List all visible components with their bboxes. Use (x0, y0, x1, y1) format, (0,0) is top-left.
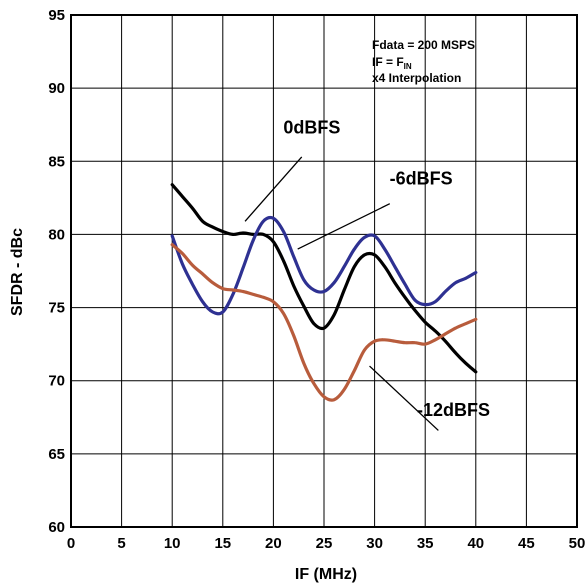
x-tick-label: 10 (164, 535, 181, 552)
x-tick-label: 45 (518, 535, 535, 552)
leader-line-3 (369, 365, 439, 431)
conditions-annotation: Fdata = 200 MSPS IF = FIN x4 Interpolati… (372, 38, 475, 85)
x-axis-title: IF (MHz) (295, 566, 357, 583)
label-leaders (244, 156, 439, 431)
annotation-line-1: Fdata = 200 MSPS (372, 38, 475, 52)
plot-frame (70, 14, 578, 528)
x-tick-label: 35 (417, 535, 434, 552)
y-tick-label: 90 (48, 80, 65, 97)
annotation-line-2-main: IF = F (372, 55, 404, 69)
y-tick-label: 65 (48, 446, 65, 463)
y-tick-label: 70 (48, 373, 65, 390)
leader-line-1 (244, 156, 303, 222)
y-tick-labels: 60 65 70 75 80 85 90 95 (48, 7, 65, 536)
curve-labels: 0dBFS -6dBFS -12dBFS (283, 117, 490, 419)
leader-line-2 (297, 203, 391, 250)
y-tick-label: 60 (48, 519, 65, 536)
x-tick-label: 40 (467, 535, 484, 552)
y-tick-label: 85 (48, 153, 65, 170)
x-tick-labels: 0 5 10 15 20 25 30 35 40 45 50 (67, 535, 586, 552)
x-tick-label: 30 (366, 535, 383, 552)
y-axis-title: SFDR - dBc (9, 228, 26, 316)
y-tick-label: 80 (48, 226, 65, 243)
x-tick-label: 5 (117, 535, 125, 552)
curve-label-1: 0dBFS (283, 117, 340, 137)
series-line-2 (170, 215, 478, 316)
x-tick-label: 15 (214, 535, 231, 552)
curve-label-3: -12dBFS (417, 400, 490, 420)
x-tick-label: 0 (67, 535, 75, 552)
x-tick-label: 50 (569, 535, 586, 552)
annotation-line-3: x4 Interpolation (372, 71, 461, 85)
annotation-line-2-subscript: IN (404, 62, 412, 71)
series-curves (170, 183, 478, 402)
series-line-1 (170, 183, 478, 374)
curve-label-2: -6dBFS (390, 169, 453, 189)
x-tick-label: 20 (265, 535, 282, 552)
y-tick-label: 75 (48, 300, 65, 317)
series-line-3 (170, 243, 478, 402)
y-tick-label: 95 (48, 7, 65, 24)
grid-lines (70, 14, 578, 528)
annotation-line-2: IF = FIN (372, 55, 412, 71)
x-tick-label: 25 (316, 535, 333, 552)
